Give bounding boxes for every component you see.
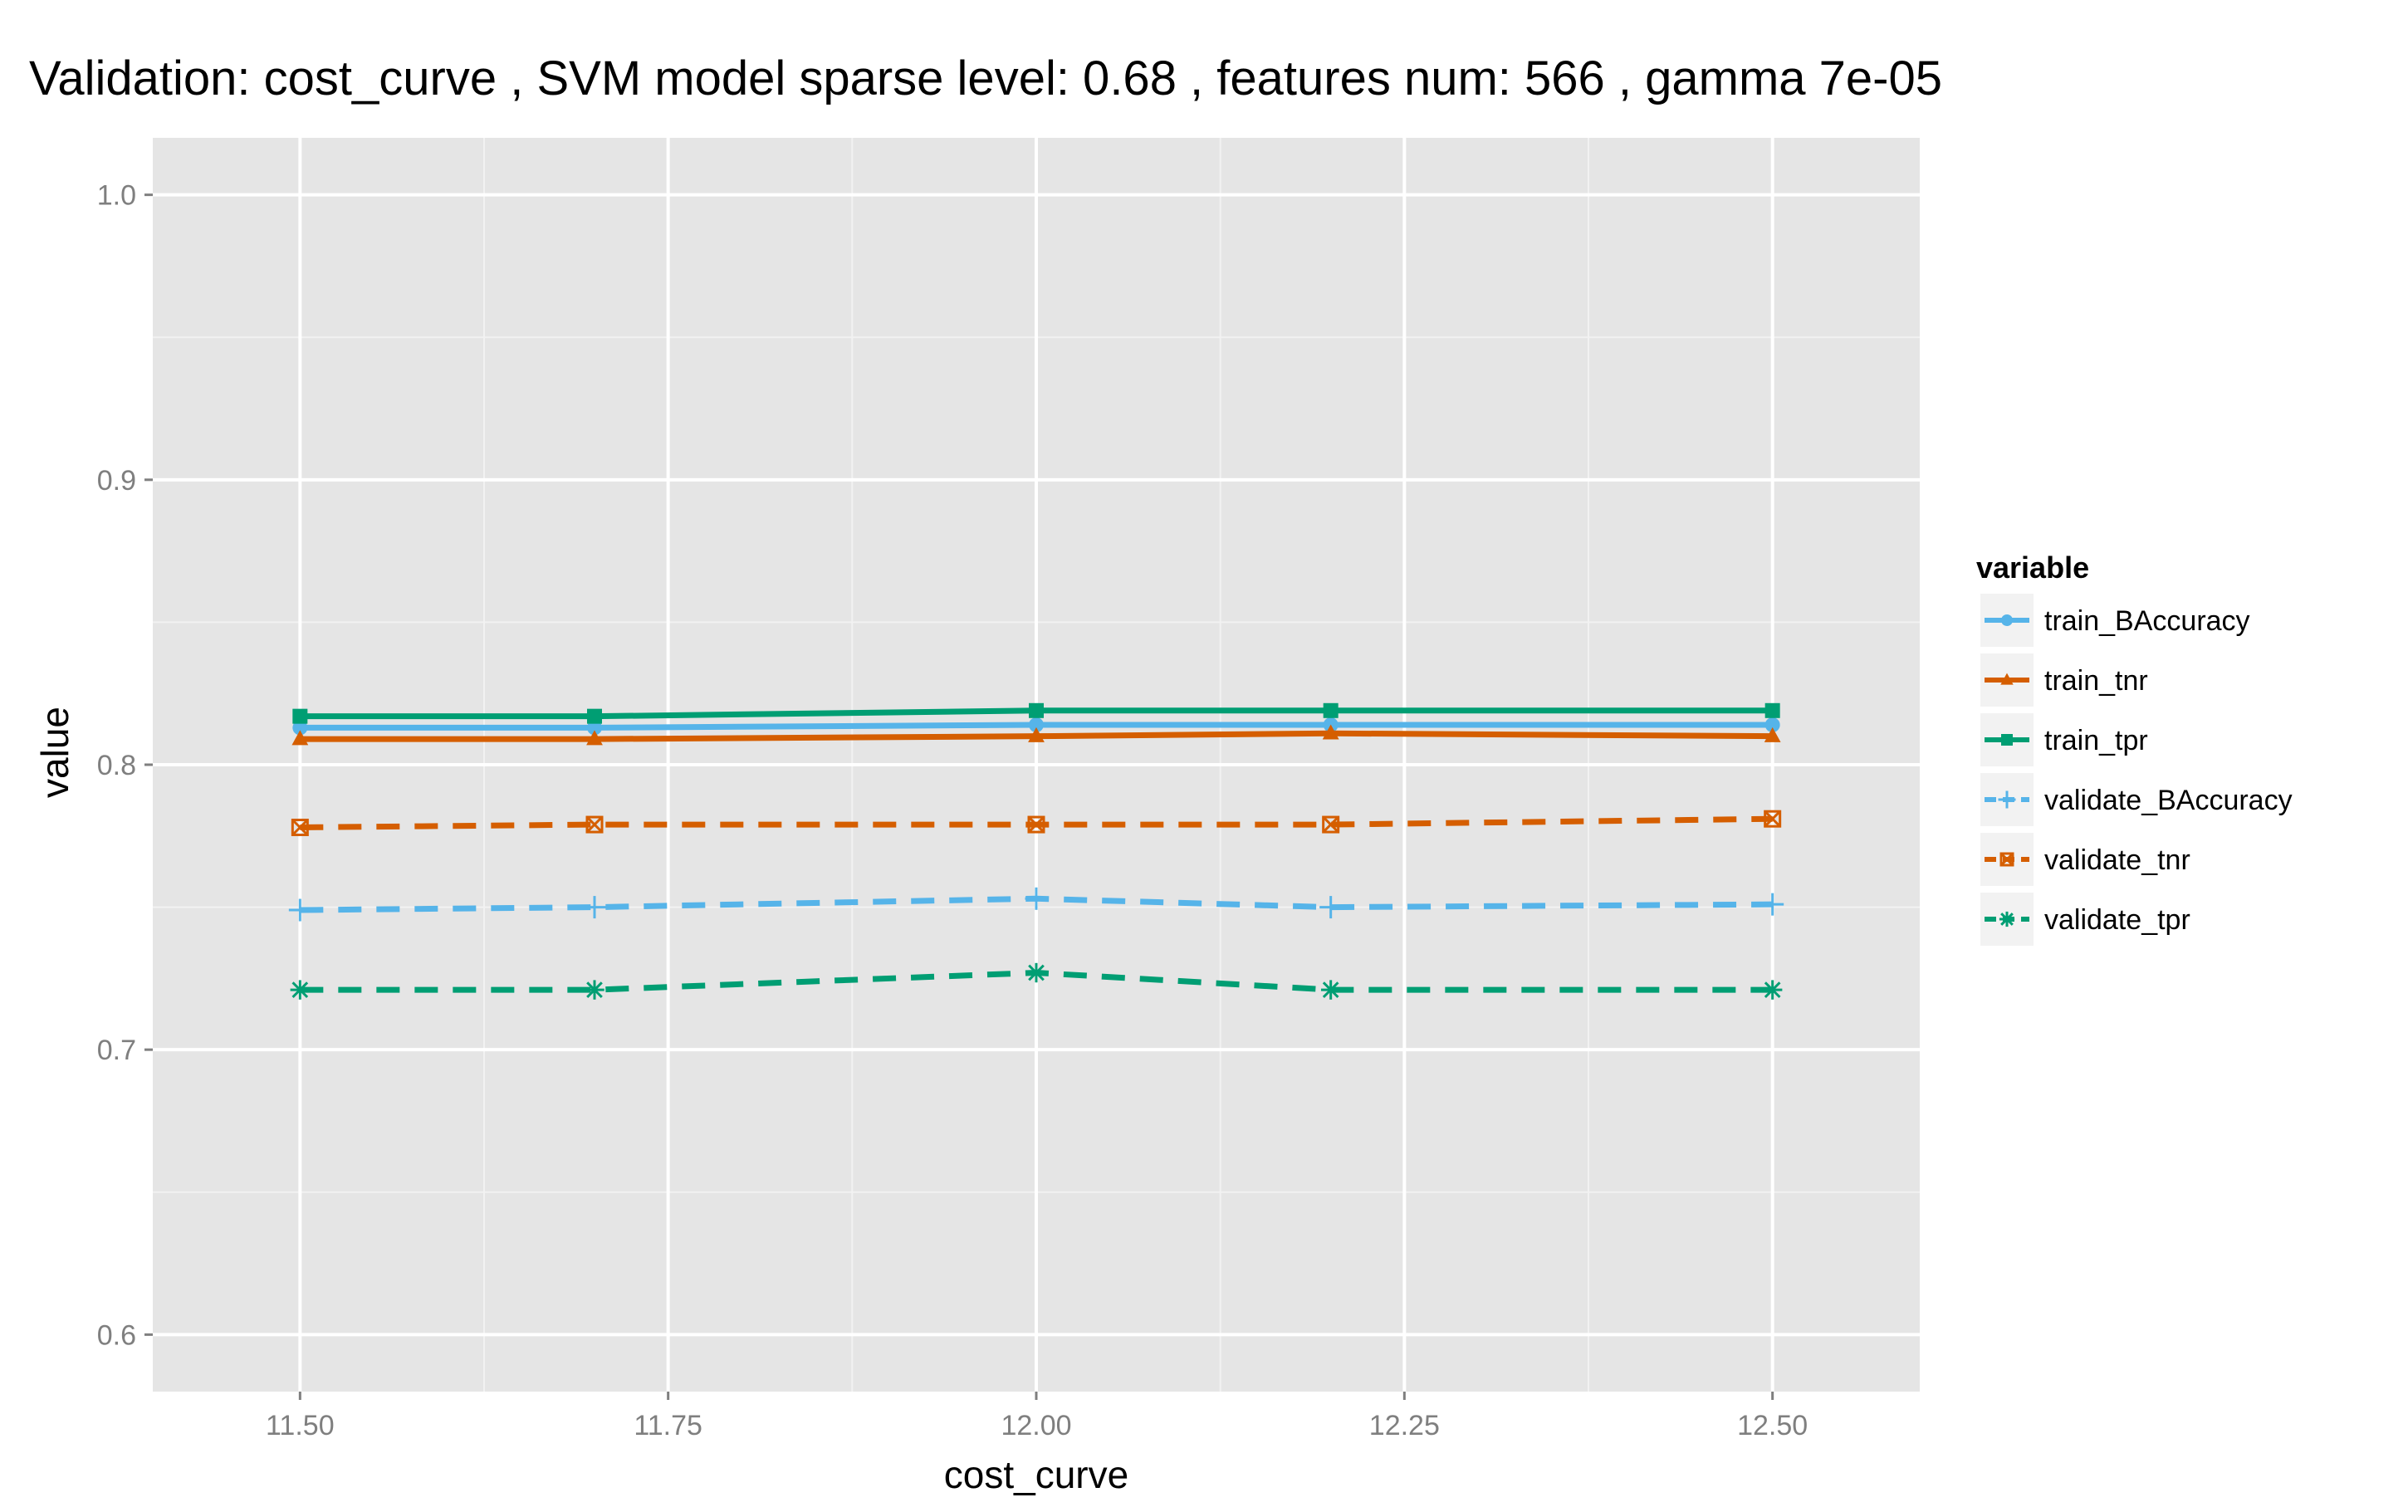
y-tick-label: 0.9 — [97, 465, 136, 497]
legend: variable train_BAccuracy train_tnr train_t… — [1976, 550, 2293, 947]
x-tick-label: 11.50 — [266, 1410, 335, 1441]
data-point-train_tpr-shape — [1323, 702, 1339, 718]
data-point-train_tnr-shape — [1028, 727, 1045, 742]
legend-label: validate_BAccuracy — [2044, 785, 2293, 816]
data-point-train_tpr — [1323, 702, 1339, 718]
data-point-validate_tpr-shape — [1028, 964, 1045, 981]
y-tick-label: 0.8 — [97, 750, 136, 781]
data-point-validate_tpr-shape — [291, 981, 309, 998]
y-tick-label: 0.7 — [97, 1035, 136, 1066]
axis-layer: 11.50 11.75 12.00 12.25 12.50 0.6 0.7 0.8 0.9 1.0 — [97, 180, 1808, 1441]
data-point-validate_tnr-shape — [291, 819, 309, 836]
data-point-validate_tnr-shape — [1322, 816, 1339, 834]
data-point-train_tnr-shape — [1764, 727, 1781, 742]
legend-key-marker — [2001, 614, 2013, 626]
data-point-train_BAccuracy — [1029, 717, 1044, 732]
data-point-validate_tnr-shape — [1764, 810, 1781, 828]
data-point-train_tnr — [291, 730, 309, 746]
data-point-validate_tpr — [1762, 980, 1783, 1000]
legend-key-marker — [2001, 734, 2013, 746]
legend-label: train_tpr — [2044, 725, 2148, 756]
data-point-train_tpr — [1029, 702, 1044, 718]
x-tick-label: 12.50 — [1737, 1410, 1808, 1441]
x-tick-label: 12.25 — [1369, 1410, 1440, 1441]
data-point-validate_tpr — [1026, 962, 1046, 983]
legend-items: train_BAccuracy train_tnr train_tprvalidat… — [1979, 592, 2293, 947]
legend-label: train_BAccuracy — [2044, 605, 2250, 637]
data-point-train_BAccuracy — [292, 720, 308, 736]
series-layer — [288, 702, 1784, 1000]
data-point-validate_tnr-shape — [1027, 815, 1045, 834]
legend-key-marker-shape — [2000, 673, 2014, 685]
data-point-train_tpr — [292, 708, 308, 724]
data-point-validate_tnr-shape — [1027, 816, 1045, 834]
legend-key-marker — [2000, 673, 2014, 685]
data-point-train_BAccuracy — [1764, 717, 1780, 732]
data-point-train_tnr — [1764, 727, 1781, 742]
data-point-validate_tnr-shape — [585, 815, 604, 834]
data-point-train_BAccuracy-shape — [292, 720, 308, 736]
legend-title: variable — [1976, 550, 2089, 585]
data-point-validate_BAccuracy — [1025, 887, 1048, 910]
data-point-validate_BAccuracy — [583, 896, 606, 919]
data-point-train_tpr-shape — [1029, 702, 1044, 718]
legend-key-marker-shape — [2000, 913, 2014, 926]
legend-label: validate_tnr — [2044, 844, 2190, 876]
data-point-train_BAccuracy-shape — [1764, 717, 1780, 732]
data-point-validate_tnr — [1027, 815, 1045, 834]
data-point-validate_tnr-shape — [585, 816, 604, 834]
data-point-validate_tpr-shape — [586, 981, 603, 998]
grid-major — [153, 138, 1920, 1392]
x-axis-label: cost_curve — [944, 1453, 1128, 1496]
data-point-validate_tnr — [1764, 810, 1782, 828]
legend-key-marker-shape — [1999, 852, 2014, 867]
legend-key-marker-shape — [2001, 734, 2013, 746]
data-point-train_BAccuracy-shape — [587, 720, 602, 736]
legend-key-marker — [1999, 911, 2015, 927]
legend-key-marker — [1999, 852, 2014, 867]
data-point-train_tnr — [1028, 727, 1045, 742]
legend-key-marker-shape — [2001, 614, 2013, 626]
data-point-validate_tpr-shape — [1764, 981, 1781, 998]
legend-key-marker-shape — [1999, 852, 2014, 867]
data-point-validate_tpr — [1320, 980, 1341, 1000]
data-point-train_BAccuracy-shape — [1029, 717, 1044, 732]
y-tick-label: 0.6 — [97, 1319, 136, 1351]
data-point-validate_tnr-shape — [1764, 810, 1782, 828]
y-axis-label: value — [33, 707, 76, 798]
data-point-validate_BAccuracy — [1761, 893, 1784, 916]
data-point-validate_BAccuracy — [1319, 896, 1343, 919]
data-point-train_tnr — [586, 730, 603, 746]
legend-label: train_tnr — [2044, 665, 2148, 697]
data-point-train_tpr — [1764, 702, 1780, 718]
data-point-train_tpr-shape — [587, 708, 602, 724]
data-point-validate_tpr-shape — [1322, 981, 1339, 998]
data-point-train_tnr — [1322, 724, 1339, 740]
data-point-validate_tnr-shape — [291, 819, 309, 836]
data-point-validate_tnr — [291, 819, 309, 836]
legend-key-marker — [1998, 790, 2016, 809]
data-point-train_tpr — [587, 708, 602, 724]
data-point-validate_tnr-shape — [1322, 815, 1340, 834]
data-point-train_tnr-shape — [1322, 724, 1339, 740]
y-tick-label: 1.0 — [97, 180, 136, 212]
x-tick-label: 12.00 — [1001, 1410, 1071, 1441]
data-point-train_BAccuracy — [587, 720, 602, 736]
data-point-train_tpr-shape — [292, 708, 308, 724]
x-tick-label: 11.75 — [634, 1410, 702, 1441]
data-point-validate_tnr — [585, 815, 604, 834]
data-point-train_tpr-shape — [1764, 702, 1780, 718]
data-point-validate_BAccuracy — [288, 898, 311, 922]
data-point-validate_tpr — [290, 980, 311, 1000]
data-point-train_tnr-shape — [291, 730, 309, 746]
legend-label: validate_tpr — [2044, 904, 2190, 936]
data-point-validate_tnr — [1322, 815, 1340, 834]
data-point-validate_tpr — [585, 980, 604, 1000]
chart-title: Validation: cost_curve , SVM model spars… — [29, 51, 1942, 105]
data-point-train_tnr-shape — [586, 730, 603, 746]
